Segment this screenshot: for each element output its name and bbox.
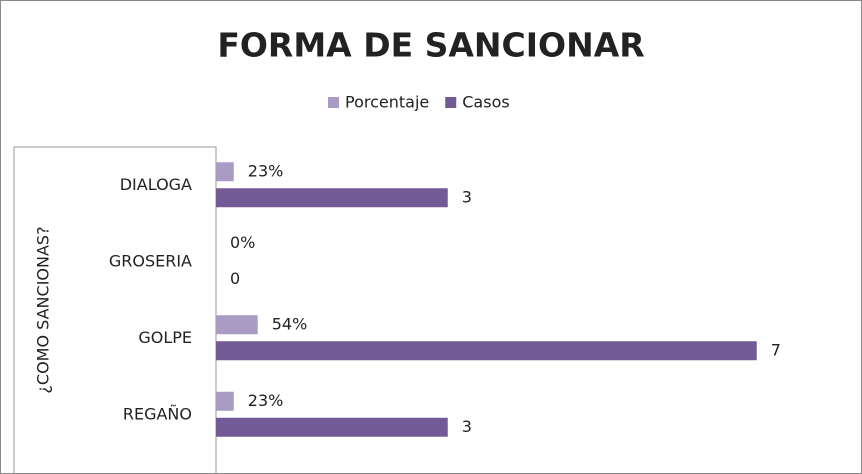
- bar: [216, 188, 448, 208]
- legend-label: Porcentaje: [345, 93, 429, 112]
- bar: [216, 341, 757, 361]
- y-tick-label: GOLPE: [138, 328, 192, 347]
- legend-swatch: [328, 97, 339, 108]
- legend-swatch: [445, 97, 457, 108]
- y-axis-label: ¿COMO SANCIONAS?: [34, 226, 53, 393]
- y-tick-label: DIALOGA: [120, 175, 192, 194]
- data-label: 3: [462, 417, 472, 436]
- y-tick-label: REGAÑO: [123, 404, 192, 423]
- chart-title: FORMA DE SANCIONAR: [217, 26, 644, 65]
- data-label: 3: [462, 187, 472, 206]
- data-label: 7: [771, 340, 781, 359]
- data-label: 23%: [248, 161, 284, 180]
- bar: [216, 315, 258, 335]
- data-label: 0: [230, 269, 240, 288]
- legend-label: Casos: [462, 93, 509, 112]
- data-label: 54%: [272, 314, 308, 333]
- axis-frame: [13, 146, 217, 474]
- data-label: 0%: [230, 233, 255, 252]
- bar: [216, 162, 234, 182]
- y-tick-label: GROSERIA: [109, 251, 192, 270]
- bar: [216, 417, 448, 437]
- data-label: 23%: [248, 391, 284, 410]
- bar: [216, 391, 234, 411]
